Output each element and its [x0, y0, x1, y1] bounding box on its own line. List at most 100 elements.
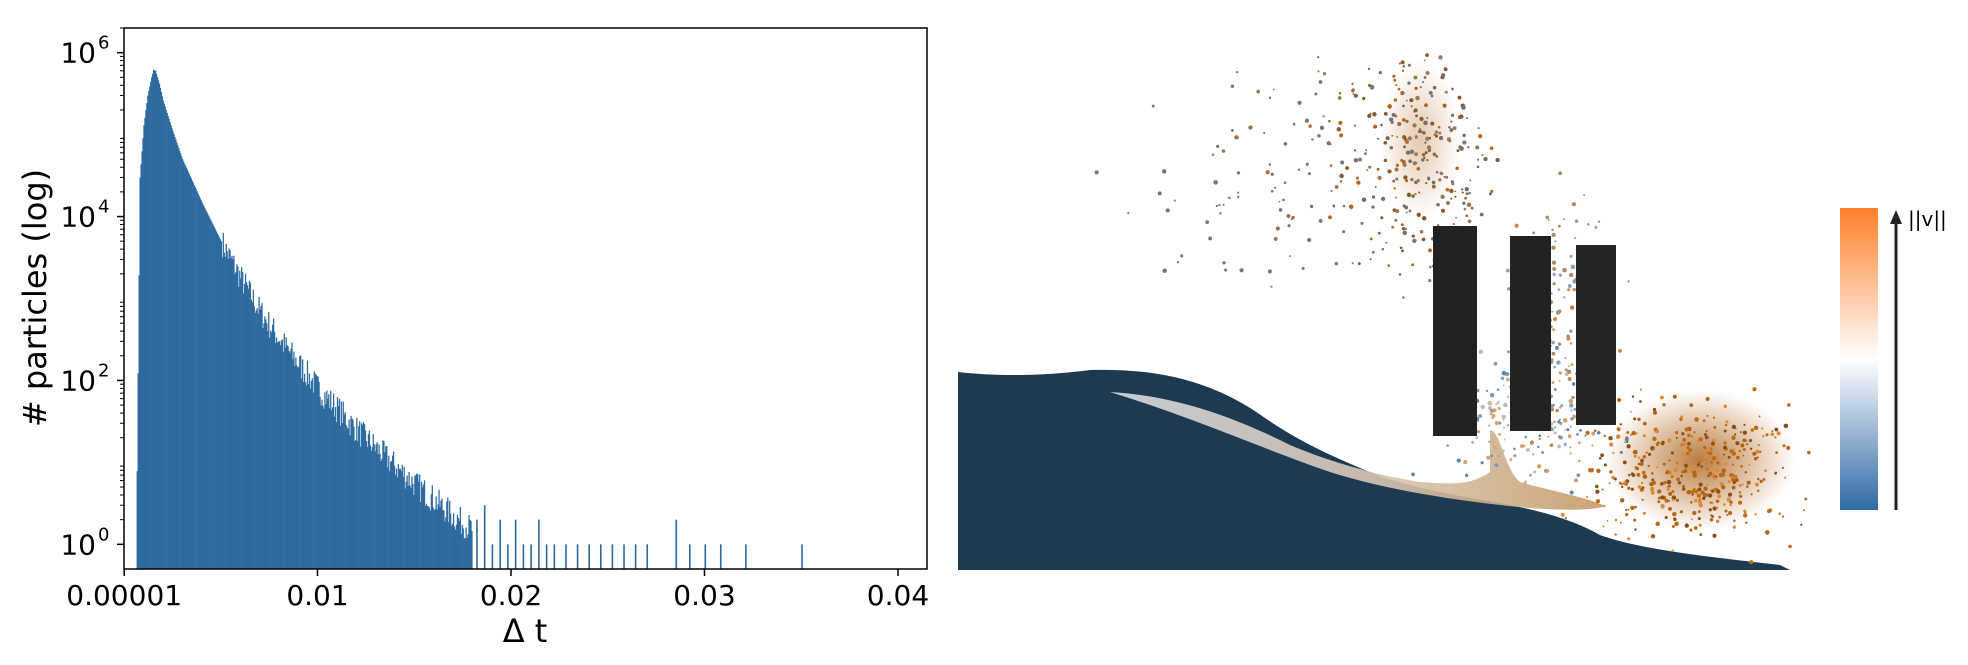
- histogram-bar-205: [333, 416, 336, 569]
- histogram-bar-82: [214, 229, 217, 570]
- spray-particle: [1642, 421, 1647, 426]
- histogram-bar-2: [137, 373, 139, 569]
- histogram-bar-340: [464, 538, 466, 569]
- spray-particle: [1376, 167, 1380, 171]
- histogram-bar-249: [376, 442, 378, 569]
- spray-particle: [1374, 185, 1377, 188]
- spray-particle: [1416, 212, 1421, 217]
- histogram-bar-158: [288, 350, 290, 569]
- histogram-outlier-bar-7: [530, 544, 532, 569]
- histogram-bar-135: [266, 323, 268, 569]
- spray-particle: [1436, 224, 1440, 227]
- spray-particle: [1529, 473, 1532, 477]
- spray-particle: [1703, 454, 1708, 459]
- histogram-bar-109: [241, 267, 243, 569]
- histogram-bar-343: [467, 534, 469, 569]
- spray-particle: [1406, 192, 1412, 198]
- spray-particle: [1450, 113, 1455, 117]
- spray-particle: [1464, 473, 1469, 478]
- histogram-bar-41: [175, 139, 177, 569]
- spray-particle: [1339, 180, 1343, 183]
- spray-particle: [1400, 249, 1404, 253]
- spray-particle: [1529, 440, 1534, 445]
- spray-particle: [1265, 170, 1270, 175]
- spray-particle: [1501, 449, 1505, 453]
- spray-particle: [1721, 485, 1726, 490]
- histogram-bar-62: [195, 189, 197, 569]
- spray-particle: [1720, 472, 1726, 477]
- spray-particle: [1439, 171, 1444, 176]
- spray-particle: [1415, 161, 1418, 165]
- histogram-bar-160: [290, 348, 292, 569]
- spray-particle: [1151, 104, 1155, 108]
- spray-particle: [1650, 534, 1656, 539]
- spray-particle: [1606, 519, 1609, 522]
- histogram-bar-20: [154, 70, 157, 569]
- spray-particle: [1427, 177, 1431, 181]
- spray-particle: [1402, 230, 1408, 236]
- histogram-bar-63: [196, 191, 198, 569]
- spray-particle: [1567, 288, 1571, 292]
- spray-particle: [1712, 506, 1717, 511]
- spray-particle: [1671, 525, 1675, 528]
- spray-particle: [1681, 453, 1685, 457]
- spray-particle: [1317, 56, 1320, 59]
- spray-particle: [1456, 458, 1461, 463]
- spray-particle: [1491, 413, 1496, 418]
- histogram-bar-222: [350, 415, 352, 569]
- spray-particle: [1377, 137, 1380, 140]
- histogram-bar-134: [265, 319, 267, 569]
- histogram-bar-66: [199, 197, 201, 569]
- histogram-bar-233: [361, 423, 363, 569]
- histogram-bar-103: [235, 272, 237, 569]
- spray-particle: [1410, 177, 1414, 182]
- spray-particle: [1774, 427, 1779, 432]
- spray-particle: [1715, 468, 1720, 473]
- y-tick-label-3: 10: [60, 37, 96, 70]
- histogram-bar-325: [450, 513, 452, 569]
- histogram-bar-243: [370, 451, 372, 569]
- histogram-bar-217: [345, 424, 347, 569]
- spray-particle: [1781, 466, 1784, 469]
- spray-particle: [1314, 92, 1318, 96]
- histogram-bar-228: [356, 417, 358, 569]
- spray-particle: [1698, 498, 1701, 501]
- spray-particle: [1392, 74, 1396, 78]
- fluid-body: [958, 369, 1790, 570]
- histogram-bar-181: [310, 380, 312, 569]
- spray-particle: [1456, 149, 1460, 153]
- spray-particle: [1558, 380, 1561, 382]
- spray-particle: [1554, 426, 1557, 429]
- spray-particle: [1270, 172, 1274, 176]
- wave-crest: [1110, 392, 1605, 510]
- spray-particle: [1570, 363, 1574, 366]
- spray-particle: [1435, 155, 1439, 158]
- spray-particle: [1619, 498, 1625, 503]
- spray-particle: [1689, 528, 1693, 532]
- spray-particle: [1405, 179, 1409, 183]
- spray-particle: [1268, 163, 1272, 166]
- spray-particle: [1408, 209, 1412, 213]
- spray-particle: [1566, 369, 1572, 375]
- spray-particle: [1513, 454, 1517, 458]
- spray-particle: [1576, 473, 1581, 478]
- histogram-bar-202: [331, 410, 333, 569]
- spray-particle: [1620, 485, 1624, 489]
- histogram-bar-26: [160, 92, 163, 569]
- obstacle-pillar-1: [1433, 226, 1477, 436]
- spray-particle: [1483, 156, 1488, 162]
- histogram-bar-142: [272, 318, 275, 569]
- spray-particle: [1681, 487, 1686, 491]
- spray-particle: [1415, 95, 1420, 101]
- histogram-bar-281: [407, 486, 409, 569]
- spray-particle: [1416, 166, 1421, 171]
- spray-particle: [1336, 127, 1342, 132]
- spray-particle: [1706, 483, 1709, 486]
- spray-particle: [1674, 430, 1679, 435]
- spray-particle: [1738, 500, 1743, 505]
- spray-particle: [1446, 201, 1450, 205]
- y-tick-label-2: 10: [60, 201, 96, 234]
- spray-particle: [1708, 508, 1712, 512]
- histogram-bar-86: [218, 237, 221, 569]
- spray-particle: [1630, 472, 1634, 476]
